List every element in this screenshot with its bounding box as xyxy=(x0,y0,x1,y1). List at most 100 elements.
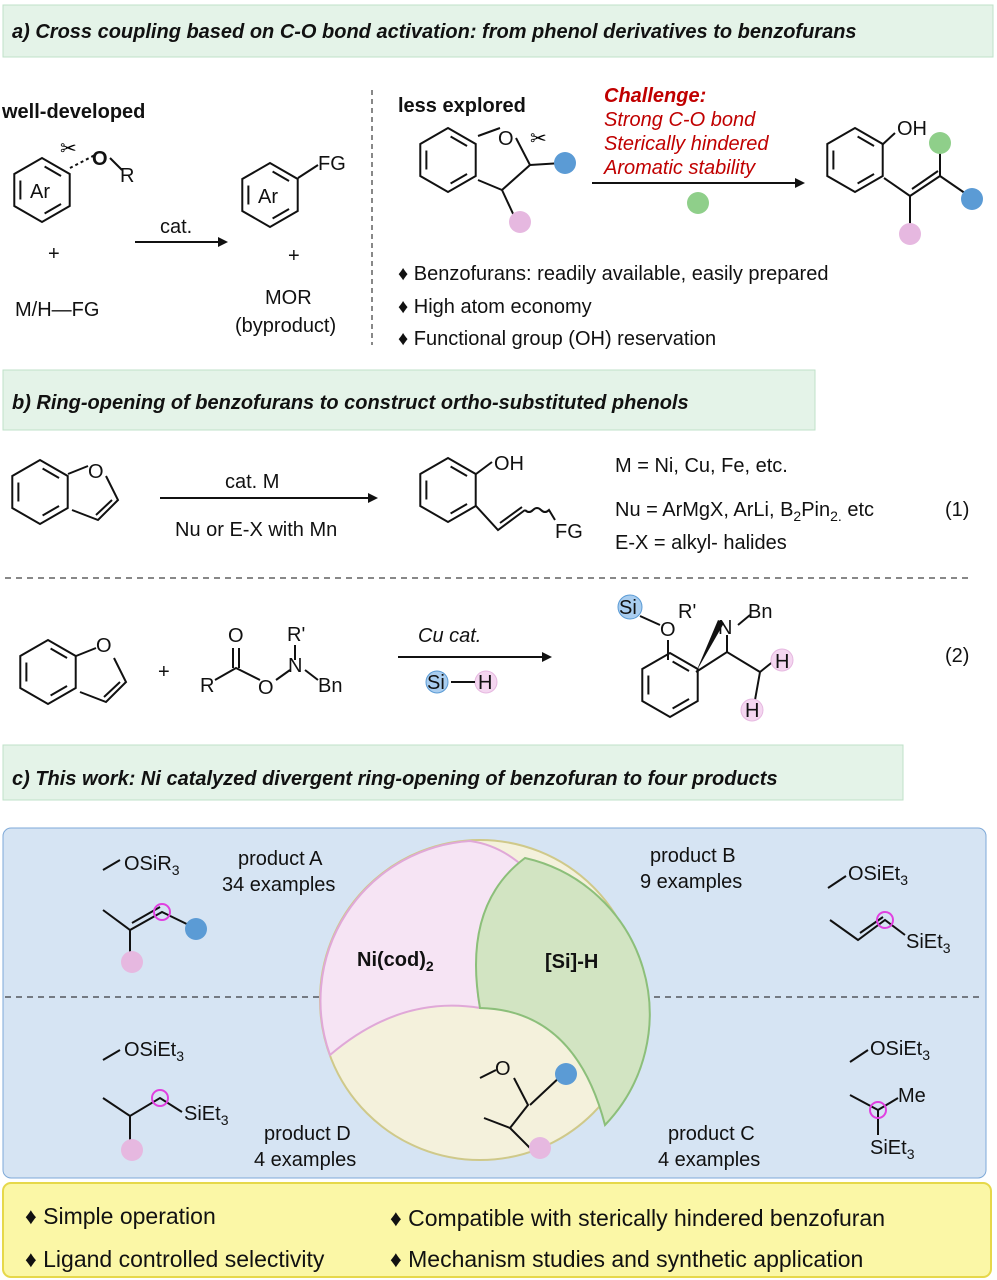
wavy-bond xyxy=(524,507,556,521)
or-bond xyxy=(109,157,123,171)
double-bond xyxy=(857,135,875,147)
cu-cat-label: Cu cat. xyxy=(418,625,481,647)
double-bond xyxy=(857,173,875,185)
double-bond xyxy=(450,503,468,515)
bullet: ♦ Functional group (OH) reservation xyxy=(398,328,716,350)
section-a-header-box xyxy=(2,4,994,58)
cat-label: cat. xyxy=(160,216,192,238)
ar-label-2: Ar xyxy=(258,186,278,208)
summary-bullet: ♦ Mechanism studies and synthetic applic… xyxy=(390,1246,863,1272)
scissors-icon: ✂ xyxy=(60,138,77,160)
well-developed-label: well-developed xyxy=(1,101,145,123)
ex-definition: E-X = alkyl- halides xyxy=(615,532,787,554)
benzene-ring xyxy=(641,651,699,719)
rprime-label: R' xyxy=(678,601,696,623)
product-b-count: 9 examples xyxy=(640,871,742,893)
rprime-label: R' xyxy=(287,624,305,646)
arrow-head xyxy=(218,237,228,247)
plus: + xyxy=(48,243,60,265)
reactive-site-circle xyxy=(876,911,894,929)
oh-label: OH xyxy=(494,453,524,475)
summary-bullet: ♦ Simple operation xyxy=(25,1203,216,1229)
product-d-group: OSiEt3 xyxy=(124,1039,184,1064)
cat-label: cat. M xyxy=(225,471,279,493)
h-label: H xyxy=(478,672,492,694)
si-label: Si xyxy=(619,597,637,619)
oh-label: OH xyxy=(897,118,927,140)
si-h-region xyxy=(475,856,651,1127)
product-d-count: 4 examples xyxy=(254,1149,356,1171)
summary-bullet: ♦ Ligand controlled selectivity xyxy=(25,1246,325,1272)
double-bond xyxy=(44,165,62,177)
m-definition: M = Ni, Cu, Fe, etc. xyxy=(615,455,788,477)
blue-dot xyxy=(961,188,983,210)
ester-o: O xyxy=(258,677,274,699)
equation-number: (1) xyxy=(945,499,969,521)
reactive-site-circle xyxy=(153,903,171,921)
section-b-header-box xyxy=(2,369,816,431)
benzene-ring xyxy=(419,456,477,524)
product-a-name: product A xyxy=(238,848,323,870)
fg-label: FG xyxy=(555,521,583,543)
product-bonds xyxy=(639,614,776,701)
bn-label: Bn xyxy=(318,675,342,697)
h-label: H xyxy=(775,651,789,673)
product-a-count: 34 examples xyxy=(222,874,335,896)
o-label: O xyxy=(96,635,112,657)
product-a-group: OSiR3 xyxy=(124,853,180,878)
conditions-label: Nu or E-X with Mn xyxy=(175,519,337,541)
double-bond xyxy=(672,660,690,672)
product-d-name: product D xyxy=(264,1123,351,1145)
less-explored-label: less explored xyxy=(398,95,526,117)
h-highlight xyxy=(770,648,794,672)
vinyl-bonds xyxy=(475,505,526,532)
ni-cod-label: Ni(cod)2 xyxy=(357,949,434,974)
double-bond xyxy=(50,647,68,659)
reagent-label: M/H—FG xyxy=(15,299,99,321)
section-c-header-box xyxy=(2,744,904,801)
product-b-name: product B xyxy=(650,845,736,867)
h-highlight xyxy=(740,698,764,722)
fg-label: FG xyxy=(318,153,346,175)
product-c-group: OSiEt3 xyxy=(870,1038,930,1063)
scissors-icon: ✂ xyxy=(530,128,547,150)
plus: + xyxy=(288,245,300,267)
product-a-bonds xyxy=(102,859,196,960)
alkene-bonds xyxy=(883,145,973,232)
arrow-head xyxy=(368,493,378,503)
blue-substituent-dot xyxy=(554,152,576,174)
product-b-silyl: SiEt3 xyxy=(906,931,951,956)
ester-bonds xyxy=(214,645,319,681)
pink-substituent-dot xyxy=(509,211,531,233)
bullet: ♦ High atom economy xyxy=(398,296,592,318)
o-label: O xyxy=(498,128,514,150)
bn-label: Bn xyxy=(748,601,772,623)
byproduct-label: (byproduct) xyxy=(235,315,336,337)
green-dot xyxy=(929,132,951,154)
summary-bullet: ♦ Compatible with sterically hindered be… xyxy=(390,1205,885,1231)
furan-bonds xyxy=(67,465,120,522)
r-label: R xyxy=(120,165,134,187)
pink-dot xyxy=(121,1139,143,1161)
reactive-site-circle xyxy=(869,1101,887,1119)
summary-box xyxy=(2,1182,992,1278)
product-c-silyl: SiEt3 xyxy=(870,1137,915,1162)
challenge-title: Challenge: xyxy=(604,85,706,107)
si-highlight xyxy=(617,594,643,620)
mor-label: MOR xyxy=(265,287,312,309)
si-label: Si xyxy=(427,672,445,694)
double-bond xyxy=(450,135,468,147)
r-label: R xyxy=(200,675,214,697)
pink-dot xyxy=(899,223,921,245)
furan-bonds xyxy=(477,127,532,192)
carbonyl-o: O xyxy=(228,625,244,647)
section-c-title: c) This work: Ni catalyzed divergent rin… xyxy=(12,768,778,790)
o-label: O xyxy=(495,1058,511,1080)
product-b-bonds xyxy=(827,875,906,942)
h-label: H xyxy=(745,700,759,722)
oh-bond xyxy=(475,461,493,475)
si-highlight xyxy=(425,670,449,694)
bullet: ♦ Benzofurans: readily available, easily… xyxy=(398,263,828,285)
challenge-item: Sterically hindered xyxy=(604,133,769,155)
benzene-ring xyxy=(241,161,299,229)
